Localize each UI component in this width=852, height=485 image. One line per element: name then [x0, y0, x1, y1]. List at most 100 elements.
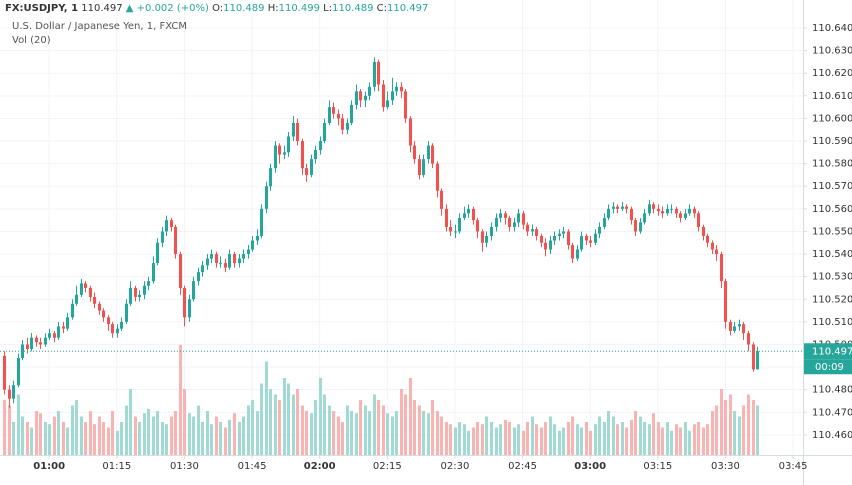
- volume-bar: [399, 389, 404, 455]
- candle-body: [606, 208, 611, 218]
- ohlc-key: L:: [323, 3, 332, 14]
- volume-bar: [160, 422, 165, 455]
- candle-body: [611, 206, 616, 209]
- volume-bar: [209, 424, 214, 455]
- volume-bar: [47, 424, 52, 455]
- volume-bar: [56, 411, 61, 455]
- candle-body: [173, 226, 178, 255]
- candle-body: [367, 86, 372, 96]
- volume-bar: [385, 413, 390, 455]
- volume-bar: [503, 419, 508, 455]
- candle-body: [300, 141, 305, 169]
- candle-body: [7, 389, 12, 399]
- candle-body: [110, 324, 115, 334]
- candle-body: [52, 333, 57, 338]
- volume-bar: [313, 400, 318, 455]
- candle-body: [439, 190, 444, 209]
- grid: [0, 0, 803, 455]
- candle-body: [336, 113, 341, 119]
- candle-body: [471, 208, 476, 221]
- candle-body: [349, 104, 354, 123]
- candle-body: [151, 263, 156, 282]
- volume-bar: [525, 422, 530, 455]
- y-tick-label: 110.520: [812, 294, 852, 305]
- x-tick-label: 03:00: [574, 461, 606, 472]
- candle-body: [164, 220, 169, 232]
- volume-bar: [38, 413, 43, 455]
- candle-body: [453, 231, 458, 233]
- candle-body: [119, 321, 124, 329]
- candle-body: [557, 233, 562, 236]
- candle-body: [250, 240, 255, 250]
- x-tick-label: 01:00: [33, 461, 65, 472]
- volume-bar: [223, 427, 228, 455]
- candle-body: [345, 122, 350, 130]
- candle-body: [647, 204, 652, 214]
- volume-bar: [669, 430, 674, 455]
- volume-bar: [205, 411, 210, 455]
- volume-bar: [719, 389, 724, 455]
- volume-bar: [647, 424, 652, 455]
- candle-body: [309, 159, 314, 175]
- candle-body: [79, 283, 84, 295]
- candle-body: [656, 208, 661, 212]
- volume-bar: [471, 427, 476, 455]
- candle-body: [155, 242, 160, 264]
- candle-body: [642, 213, 647, 223]
- volume-bar: [588, 430, 593, 455]
- volume-bar: [606, 411, 611, 455]
- candle-body: [25, 344, 30, 349]
- volume-bar: [137, 422, 142, 455]
- candle-body: [70, 303, 75, 318]
- candle-body: [480, 231, 485, 243]
- candle-body: [548, 240, 553, 250]
- candle-body: [448, 226, 453, 232]
- volume-bar: [164, 424, 169, 455]
- candle-body: [83, 283, 88, 288]
- candle-body: [561, 231, 566, 234]
- candle-body: [494, 217, 499, 227]
- candle-body: [462, 213, 467, 218]
- volume-bar: [218, 422, 223, 455]
- volume-bar: [106, 427, 111, 455]
- candle-body: [421, 159, 426, 175]
- candle-body: [512, 222, 517, 227]
- candle-body: [146, 281, 151, 286]
- volume-bar: [408, 378, 413, 455]
- volume-bar: [11, 422, 16, 455]
- volume-bar: [674, 424, 679, 455]
- volume-bar: [128, 389, 133, 455]
- volume-bar: [516, 424, 521, 455]
- candle-body: [651, 204, 656, 209]
- volume-bar: [318, 378, 323, 455]
- candle-body: [633, 220, 638, 232]
- volume-bar: [345, 405, 350, 455]
- volume-bar: [110, 411, 115, 455]
- candle-body: [620, 206, 625, 209]
- candle-body: [484, 235, 489, 243]
- volume-bar: [322, 394, 327, 455]
- candle-body: [372, 61, 377, 87]
- volume-bar: [187, 413, 192, 455]
- volume-bar: [349, 411, 354, 455]
- volume-bar: [728, 394, 733, 455]
- x-tick-label: 02:45: [508, 461, 537, 472]
- change: ▲ +0.002 (+0%): [126, 3, 209, 14]
- candle-body: [304, 168, 309, 175]
- y-tick-label: 110.610: [812, 91, 852, 102]
- volume-bar: [660, 427, 665, 455]
- candle-body: [665, 208, 670, 214]
- volume-bar: [52, 416, 57, 455]
- volume-bar: [119, 422, 124, 455]
- candle-body: [255, 235, 260, 241]
- volume-bar: [741, 405, 746, 455]
- candle-body: [268, 168, 273, 187]
- candle-body: [286, 136, 291, 153]
- volume-bar: [304, 411, 309, 455]
- last-price-label: 110.497: [812, 346, 852, 357]
- volume-bar: [642, 422, 647, 455]
- candle-body: [489, 226, 494, 236]
- candle-body: [629, 208, 634, 221]
- volume-bar: [751, 400, 756, 455]
